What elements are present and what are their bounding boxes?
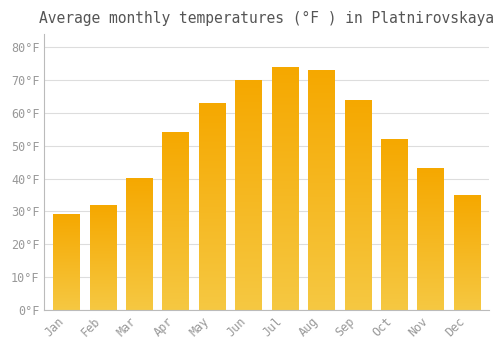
Title: Average monthly temperatures (°F ) in Platnirovskaya: Average monthly temperatures (°F ) in Pl…	[39, 11, 494, 26]
